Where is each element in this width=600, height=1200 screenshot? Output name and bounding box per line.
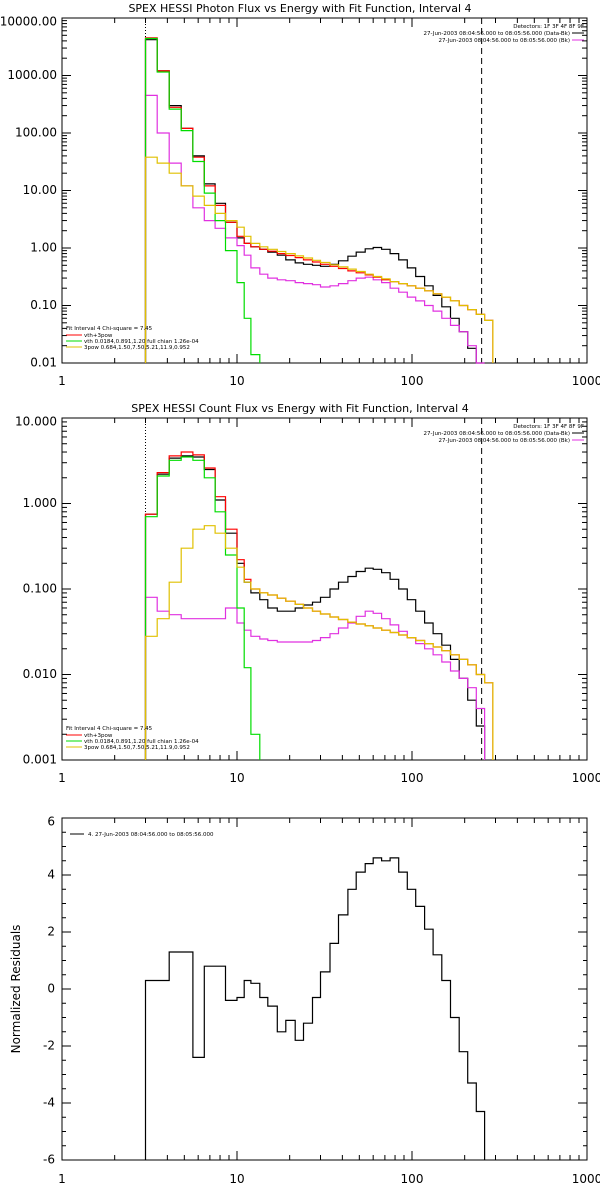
y-tick-label: 10000.00 [0, 15, 57, 29]
y-tick-label: 10.00 [23, 183, 57, 197]
y-tick-label: -6 [43, 1153, 55, 1167]
x-tick-label: 1 [58, 771, 66, 785]
x-tick-label: 1 [58, 374, 66, 388]
y-tick-label: 1000.00 [7, 68, 57, 82]
interval-info-bk: 27-Jun-2003 08:04:56.000 to 08:05:56.000… [438, 438, 570, 444]
count-flux-plot-frame [61, 417, 588, 761]
residuals-plot-frame [61, 817, 588, 1161]
photon-flux-y-tick-labels: 0.01 0.10 1.00 10.00 100.00 1000.00 1000… [0, 15, 57, 370]
residuals-y-tick-labels: -6 -4 -2 0 2 4 6 [43, 815, 55, 1167]
series-line-vth [144, 37, 261, 363]
count-flux-x-axis [61, 418, 580, 760]
x-tick-label: 1000 [572, 1172, 600, 1186]
count-flux-fit-legend: Fit Interval 4 Chi-square = 7.45 vth+3po… [66, 726, 199, 751]
photon-flux-y-axis [62, 20, 587, 364]
fit-summary: Fit Interval 4 Chi-square = 7.45 [66, 326, 153, 332]
series-line-data-bk [144, 455, 486, 760]
fit-label-total: vth+3pow [84, 733, 113, 739]
fit-label-total: vth+3pow [84, 333, 113, 339]
residuals-series [144, 857, 486, 1160]
series-line-vth-3pow [144, 451, 494, 760]
x-tick-label: 1000 [572, 374, 600, 388]
y-tick-label: 1.000 [23, 496, 57, 510]
series-line-bk [144, 94, 485, 364]
interval-info-data: 27-Jun-2003 08:04:56.000 to 08:05:56.000… [424, 431, 570, 437]
count-flux-series [144, 451, 494, 760]
x-tick-label: 100 [401, 1172, 424, 1186]
series-line-3pow [144, 156, 494, 363]
interval-info-data: 27-Jun-2003 08:04:56.000 to 08:05:56.000… [424, 31, 570, 37]
count-flux-x-tick-labels: 1 10 100 1000 [58, 771, 600, 785]
count-flux-marker-lines [144, 418, 483, 760]
count-flux-info-box: Detectors: 1F 3F 4F 8F 9F 27-Jun-2003 08… [424, 424, 584, 444]
x-tick-label: 10 [229, 771, 244, 785]
y-tick-label: 4 [47, 868, 55, 882]
photon-flux-title: SPEX HESSI Photon Flux vs Energy with Fi… [128, 2, 471, 15]
count-flux-panel: SPEX HESSI Count Flux vs Energy with Fit… [15, 402, 600, 785]
interval-info-bk: 27-Jun-2003 08:04:56.000 to 08:05:56.000… [438, 38, 570, 44]
count-flux-y-axis [62, 421, 587, 761]
x-tick-label: 100 [401, 374, 424, 388]
y-tick-label: 0.01 [30, 356, 57, 370]
detector-info: Detectors: 1F 3F 4F 8F 9F [513, 24, 584, 30]
photon-flux-fit-legend: Fit Interval 4 Chi-square = 7.45 vth+3po… [66, 326, 199, 351]
residuals-y-axis [62, 817, 587, 1161]
photon-flux-series [144, 37, 494, 364]
fit-label-vth: vth 0.0184,0.891,1.20 full chian 1.26e-0… [84, 339, 199, 345]
fit-label-3pow: 3pow 0.684,1.50,7.50,5.21,11.9,0.952 [84, 745, 190, 751]
y-tick-label: 6 [47, 815, 55, 829]
residuals-legend: 4. 27-Jun-2003 08:04:56.000 to 08:05:56.… [70, 832, 214, 838]
y-tick-label: 0 [47, 982, 55, 996]
x-tick-label: 10 [229, 374, 244, 388]
detector-info: Detectors: 1F 3F 4F 8F 9F [513, 424, 584, 430]
photon-flux-x-axis [61, 18, 580, 363]
x-tick-label: 1000 [572, 771, 600, 785]
legend-label: 4. 27-Jun-2003 08:04:56.000 to 08:05:56.… [88, 832, 214, 838]
x-tick-label: 10 [229, 1172, 244, 1186]
series-line-4-27-jun-2003-08-04-56-000-to-08-05-56-000 [144, 857, 486, 1160]
y-tick-label: 2 [47, 925, 55, 939]
y-tick-label: 0.010 [23, 667, 57, 681]
series-line-vth-3pow [144, 37, 494, 363]
series-line-bk [144, 596, 486, 760]
photon-flux-marker-lines [144, 18, 483, 363]
residuals-y-axis-label: Normalized Residuals [9, 925, 23, 1054]
y-tick-label: 100.00 [15, 126, 57, 140]
photon-flux-plot-frame [61, 17, 588, 364]
y-tick-label: 0.10 [30, 298, 57, 312]
y-tick-label: 10.000 [15, 415, 57, 429]
residuals-x-axis [61, 818, 580, 1160]
residuals-panel: 1 10 100 1000 -6 -4 -2 0 2 4 6 Normalize… [9, 815, 600, 1187]
x-tick-label: 100 [401, 771, 424, 785]
series-line-3pow [144, 525, 494, 760]
y-tick-label: -4 [43, 1096, 55, 1110]
photon-flux-x-tick-labels: 1 10 100 1000 [58, 374, 600, 388]
y-tick-label: -2 [43, 1039, 55, 1053]
count-flux-title: SPEX HESSI Count Flux vs Energy with Fit… [131, 402, 468, 415]
count-flux-y-tick-labels: 0.001 0.010 0.100 1.000 10.000 [15, 415, 57, 767]
y-tick-label: 0.001 [23, 753, 57, 767]
y-tick-label: 1.00 [30, 241, 57, 255]
residuals-x-tick-labels: 1 10 100 1000 [58, 1172, 600, 1186]
fit-label-vth: vth 0.0184,0.891,1.20 full chian 1.26e-0… [84, 739, 199, 745]
fit-label-3pow: 3pow 0.684,1.50,7.50,5.21,11.9,0.952 [84, 345, 190, 351]
photon-flux-info-box: Detectors: 1F 3F 4F 8F 9F 27-Jun-2003 08… [424, 24, 584, 44]
x-tick-label: 1 [58, 1172, 66, 1186]
series-line-data-bk [144, 39, 485, 364]
y-tick-label: 0.100 [23, 582, 57, 596]
fit-summary: Fit Interval 4 Chi-square = 7.45 [66, 726, 153, 732]
photon-flux-panel: SPEX HESSI Photon Flux vs Energy with Fi… [0, 2, 600, 388]
series-line-vth [144, 456, 261, 760]
